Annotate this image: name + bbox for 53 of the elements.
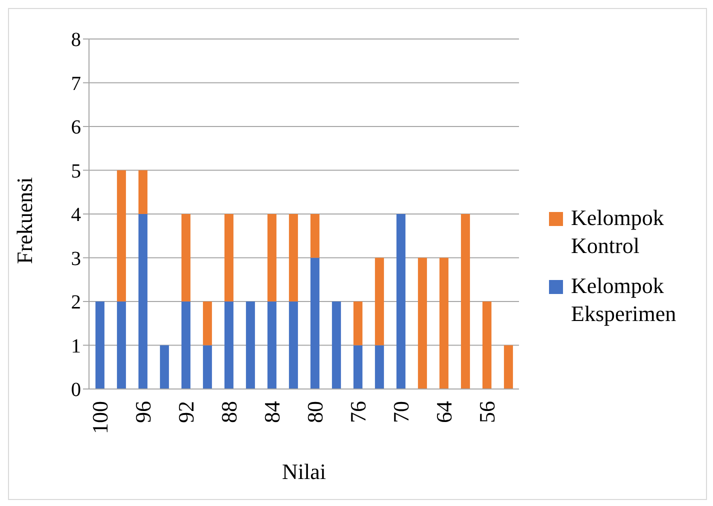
x-tick-label: 70 [388, 401, 414, 423]
y-tick-label: 8 [71, 29, 81, 52]
bar [332, 302, 341, 389]
y-tick-label: 3 [71, 248, 81, 270]
legend-label: Kelompok Kontrol [571, 204, 665, 260]
y-tick-label: 7 [71, 72, 81, 95]
bar [138, 214, 148, 389]
x-tick-label: 80 [302, 401, 328, 423]
bar [246, 302, 255, 389]
bar [482, 302, 492, 389]
bar [374, 345, 384, 389]
bar [95, 302, 104, 389]
bar [181, 214, 190, 302]
bar [181, 302, 190, 389]
bar [288, 214, 298, 302]
x-tick-label: 88 [216, 401, 242, 423]
bar [504, 345, 513, 389]
x-tick-label: 92 [173, 401, 198, 423]
y-tick-label: 5 [71, 160, 81, 182]
bar [138, 170, 148, 214]
bar [418, 258, 427, 389]
y-tick-label: 4 [71, 204, 81, 226]
bar [374, 258, 384, 346]
bar [160, 345, 169, 389]
x-tick-label: 76 [345, 401, 370, 423]
bar [310, 258, 320, 389]
bar [202, 345, 212, 389]
bar [224, 302, 234, 389]
bar [310, 214, 320, 258]
bar [353, 345, 362, 389]
bar [267, 302, 276, 389]
x-tick-label: 56 [474, 401, 500, 423]
bar [439, 258, 448, 389]
y-tick-label: 6 [71, 116, 81, 139]
y-tick-label: 0 [71, 379, 81, 402]
y-tick-label: 2 [71, 292, 81, 314]
x-tick-label: 100 [87, 401, 112, 434]
bar [202, 302, 212, 346]
bar [267, 214, 276, 302]
x-axis-title: Nilai [282, 459, 326, 484]
bar [460, 214, 470, 389]
bar [288, 302, 298, 389]
x-tick-label: 96 [130, 401, 156, 423]
bar [116, 170, 126, 302]
bar [396, 214, 406, 389]
bar [116, 302, 126, 389]
x-tick-label: 64 [431, 401, 456, 423]
y-tick-label: 1 [71, 335, 81, 358]
legend-label: Kelompok Eksperimen [571, 272, 678, 328]
bar [353, 302, 362, 346]
bar [224, 214, 234, 302]
x-tick-label: 84 [259, 401, 284, 423]
y-axis-title: Frekuensi [12, 177, 37, 264]
